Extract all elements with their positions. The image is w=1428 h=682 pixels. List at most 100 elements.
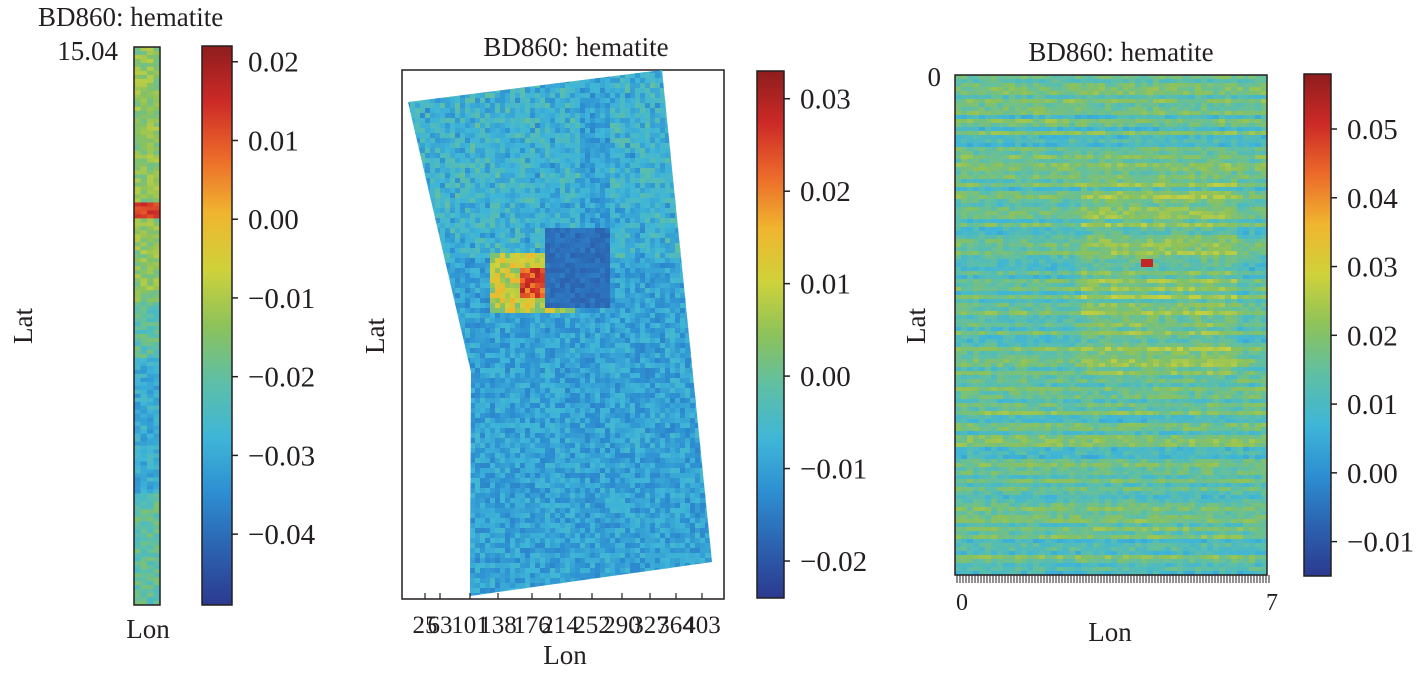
heatmap-cell xyxy=(485,308,491,314)
heatmap-cell xyxy=(485,328,491,334)
heatmap-cell xyxy=(600,308,606,314)
heatmap-cell xyxy=(580,208,586,214)
heatmap-cell xyxy=(141,151,148,156)
heatmap-cell xyxy=(555,253,561,259)
heatmap-cell xyxy=(147,414,154,419)
heatmap-cell xyxy=(147,55,154,60)
heatmap-cell xyxy=(147,458,154,463)
heatmap-cell xyxy=(655,193,661,199)
heatmap-cell xyxy=(485,363,491,369)
heatmap-cell xyxy=(615,408,621,414)
heatmap-cell xyxy=(490,118,496,124)
heatmap-cell xyxy=(510,333,516,339)
heatmap-cell xyxy=(635,228,641,234)
heatmap-cell xyxy=(147,597,154,602)
heatmap-cell xyxy=(535,408,541,414)
heatmap-cell xyxy=(565,148,571,154)
heatmap-cell xyxy=(595,108,601,114)
heatmap-cell xyxy=(595,243,601,249)
heatmap-cell xyxy=(495,238,501,244)
heatmap-cell xyxy=(605,418,611,424)
heatmap-cell xyxy=(600,268,606,274)
heatmap-cell xyxy=(610,398,616,404)
heatmap-cell xyxy=(630,173,636,179)
heatmap-cell xyxy=(555,353,561,359)
heatmap-cell xyxy=(625,303,631,309)
heatmap-cell xyxy=(670,333,676,339)
heatmap-cell xyxy=(440,173,446,179)
heatmap-cell xyxy=(525,108,531,114)
heatmap-cell xyxy=(680,418,686,424)
heatmap-cell xyxy=(470,183,476,189)
heatmap-cell xyxy=(435,193,441,199)
heatmap-cell xyxy=(445,123,451,129)
heatmap-cell xyxy=(525,233,531,239)
heatmap-cell xyxy=(545,413,551,419)
heatmap-cell xyxy=(610,128,616,134)
heatmap-cell xyxy=(141,378,148,383)
heatmap-cell xyxy=(645,83,651,89)
heatmap-cell xyxy=(630,313,636,319)
heatmap-cell xyxy=(645,303,651,309)
heatmap-cell xyxy=(615,398,621,404)
heatmap-cell xyxy=(480,193,486,199)
heatmap-cell xyxy=(555,98,561,104)
heatmap-cell xyxy=(570,343,576,349)
heatmap-cell xyxy=(655,233,661,239)
heatmap-cell xyxy=(530,273,536,279)
heatmap-cell xyxy=(485,393,491,399)
heatmap-cell xyxy=(635,178,641,184)
heatmap-cell xyxy=(134,95,141,100)
heatmap-cell xyxy=(655,238,661,244)
heatmap-cell xyxy=(545,388,551,394)
heatmap-cell xyxy=(485,298,491,304)
heatmap-cell xyxy=(475,163,481,169)
heatmap-cell xyxy=(134,202,141,207)
heatmap-cell xyxy=(615,78,621,84)
heatmap-cell xyxy=(510,213,516,219)
heatmap-cell xyxy=(147,350,154,355)
heatmap-cell xyxy=(595,343,601,349)
heatmap-cell xyxy=(141,466,148,471)
heatmap-cell xyxy=(575,258,581,264)
heatmap-cell xyxy=(450,218,456,224)
heatmap-cell xyxy=(595,298,601,304)
heatmap-cell xyxy=(147,462,154,467)
heatmap-cell xyxy=(640,168,646,174)
heatmap-cell xyxy=(640,368,646,374)
heatmap-cell xyxy=(605,78,611,84)
heatmap-cell xyxy=(670,308,676,314)
heatmap-cell xyxy=(600,108,606,114)
heatmap-cell xyxy=(650,148,656,154)
heatmap-cell xyxy=(570,128,576,134)
heatmap-cell xyxy=(620,158,626,164)
heatmap-cell xyxy=(480,228,486,234)
heatmap-cell xyxy=(645,313,651,319)
heatmap-cell xyxy=(575,243,581,249)
heatmap-cell xyxy=(615,178,621,184)
heatmap-cell xyxy=(555,238,561,244)
heatmap-cell xyxy=(595,388,601,394)
heatmap-cell xyxy=(430,193,436,199)
heatmap-cell xyxy=(525,258,531,264)
heatmap-cell xyxy=(550,178,556,184)
heatmap-cell xyxy=(540,338,546,344)
heatmap-cell xyxy=(645,223,651,229)
heatmap-cell xyxy=(475,298,481,304)
heatmap-cell xyxy=(440,213,446,219)
heatmap-cell xyxy=(565,348,571,354)
heatmap-cell xyxy=(485,128,491,134)
heatmap-cell xyxy=(670,223,676,229)
heatmap-cell xyxy=(515,188,521,194)
heatmap-cell xyxy=(134,246,141,251)
heatmap-cell xyxy=(590,258,596,264)
heatmap-cell xyxy=(585,108,591,114)
heatmap-cell xyxy=(570,268,576,274)
heatmap-cell xyxy=(430,183,436,189)
heatmap-cell xyxy=(520,183,526,189)
heatmap-cell xyxy=(590,348,596,354)
heatmap-cell xyxy=(585,148,591,154)
heatmap-cell xyxy=(515,253,521,259)
heatmap-cell xyxy=(445,198,451,204)
heatmap-cell xyxy=(565,318,571,324)
